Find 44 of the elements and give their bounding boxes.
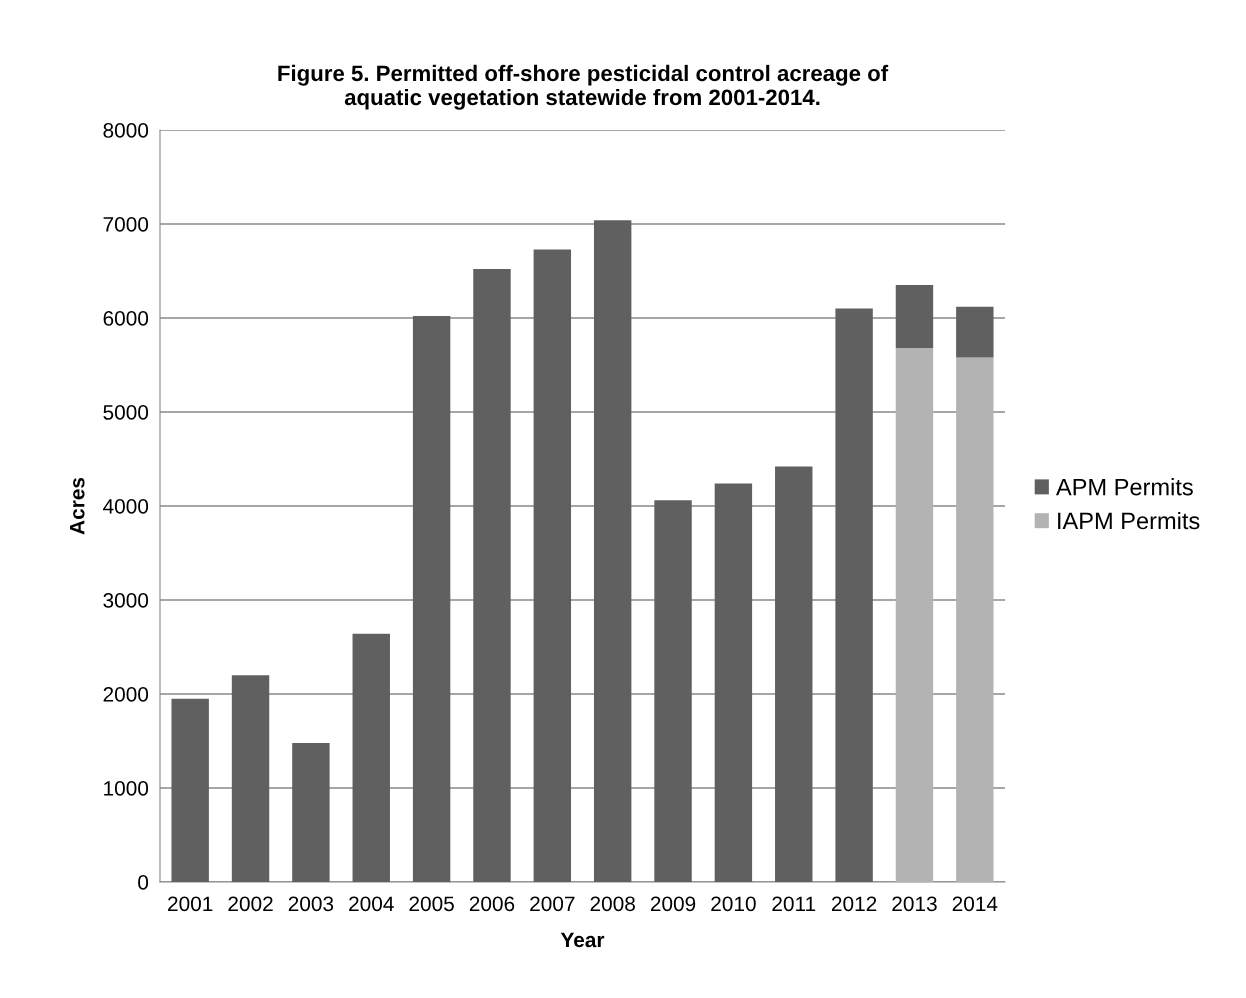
chart-title: Figure 5. Permitted off-shore pesticidal control acreage of aquatic vegetation statewide from 2001-2014.	[278, 64, 889, 110]
y-axis-title: Acres	[70, 477, 85, 535]
bar	[895, 348, 934, 882]
bar	[412, 316, 451, 882]
bar	[292, 742, 330, 882]
bar	[171, 698, 209, 882]
x-tick-label: 2007	[530, 896, 575, 912]
y-tick-label: 0	[138, 875, 149, 890]
x-axis-title: Year	[560, 932, 605, 948]
legend-label: IAPM Permits	[1058, 511, 1200, 530]
x-tick-label: 2011	[772, 896, 816, 912]
y-tick-label: 3000	[103, 593, 149, 608]
x-tick-label: 2005	[409, 896, 454, 912]
y-tick-label: 4000	[103, 499, 149, 514]
x-tick-label: 2004	[349, 896, 394, 912]
x-tick-label: 2006	[469, 896, 515, 912]
bar	[654, 500, 692, 882]
bar	[231, 675, 270, 882]
legend-label: APM Permits	[1056, 478, 1193, 496]
bar	[352, 633, 390, 882]
bar	[533, 249, 572, 882]
x-tick-label: 2013	[892, 896, 937, 912]
x-tick-label: 2009	[650, 896, 696, 912]
x-tick-label: 2010	[711, 896, 756, 912]
x-tick-label: 2002	[228, 896, 273, 912]
bar	[473, 269, 511, 882]
bar	[956, 357, 994, 882]
x-tick-label: 2014	[952, 896, 998, 912]
x-tick-label: 2008	[590, 896, 635, 912]
bar	[593, 220, 632, 882]
y-tick-label: 5000	[103, 405, 149, 420]
y-tick-label: 8000	[103, 123, 149, 138]
bar	[895, 285, 934, 349]
x-tick-label: 2003	[288, 896, 334, 912]
bar	[714, 483, 753, 882]
y-tick-label: 1000	[104, 781, 149, 796]
y-tick-label: 6000	[103, 311, 149, 326]
bar	[835, 308, 873, 882]
bar	[775, 466, 813, 882]
x-tick-label: 2012	[831, 896, 877, 912]
bar	[956, 306, 994, 358]
x-tick-label: 2001	[168, 896, 213, 912]
y-tick-label: 7000	[103, 217, 149, 232]
y-tick-label: 2000	[103, 687, 149, 702]
